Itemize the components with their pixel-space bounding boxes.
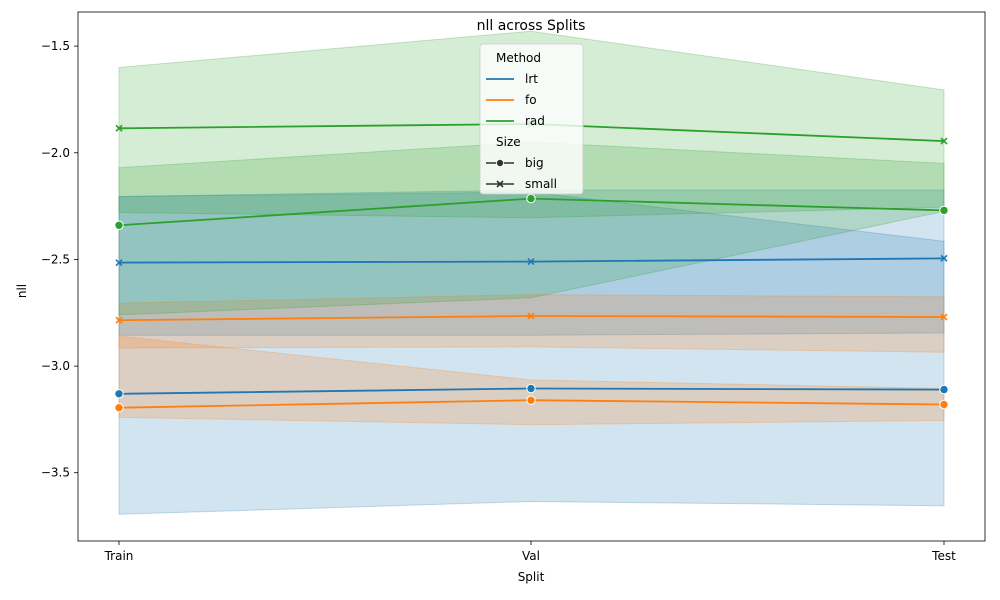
- plot-area: [114, 30, 949, 515]
- marker-fo-small-val: [527, 312, 535, 320]
- legend-label-fo: fo: [525, 93, 537, 107]
- marker-lrt-small-train: [115, 259, 123, 267]
- legend-label-rad: rad: [525, 114, 545, 128]
- marker-rad-big-train: [114, 220, 124, 231]
- legend-hue-title: Method: [496, 51, 541, 65]
- marker-lrt-big-train: [114, 389, 124, 399]
- x-tick-label-train: Train: [104, 549, 134, 563]
- y-tick-label: −2.5: [41, 252, 70, 266]
- marker-lrt-big-test: [939, 384, 949, 395]
- x-tick-label-test: Test: [931, 549, 956, 563]
- y-tick-label: −2.0: [41, 146, 70, 160]
- legend-label-small: small: [525, 177, 557, 191]
- legend-marker-small: [496, 180, 504, 188]
- marker-fo-big-train: [114, 403, 124, 413]
- legend-box: [479, 43, 584, 195]
- marker-rad-small-train: [115, 124, 123, 132]
- x-axis-label: Split: [518, 570, 545, 584]
- band-fo-small: [118, 294, 945, 353]
- marker-lrt-small-test: [940, 254, 948, 262]
- plot-frame: [77, 11, 986, 542]
- marker-fo-big-test: [939, 399, 949, 410]
- x-tick-label-val: Val: [522, 549, 540, 563]
- y-tick-label: −3.5: [41, 466, 70, 480]
- legend-marker-big: [495, 158, 504, 167]
- series-markers: [114, 120, 949, 413]
- chart-title: nll across Splits: [477, 18, 586, 34]
- x-axis: Train Val Test: [104, 541, 956, 563]
- legend-methods: lrt fo rad: [486, 72, 545, 128]
- y-tick-label: −1.5: [41, 39, 70, 53]
- y-axis: −1.5 −2.0 −2.5 −3.0 −3.5: [41, 39, 78, 480]
- marker-lrt-small-val: [527, 258, 535, 266]
- legend: Method lrt fo rad Size big small: [479, 43, 584, 195]
- legend-label-lrt: lrt: [525, 72, 538, 86]
- legend-style-title: Size: [496, 135, 521, 149]
- y-tick-label: −3.0: [41, 359, 70, 373]
- marker-fo-big-val: [526, 395, 536, 405]
- marker-rad-big-test: [939, 205, 949, 216]
- legend-sizes: big small: [486, 156, 557, 191]
- y-axis-label: nll: [15, 284, 29, 298]
- marker-rad-big-val: [526, 193, 536, 204]
- legend-label-big: big: [525, 156, 544, 170]
- marker-fo-small-test: [940, 313, 948, 321]
- marker-rad-small-test: [940, 137, 948, 145]
- marker-fo-small-train: [115, 316, 123, 324]
- marker-lrt-big-val: [526, 383, 536, 394]
